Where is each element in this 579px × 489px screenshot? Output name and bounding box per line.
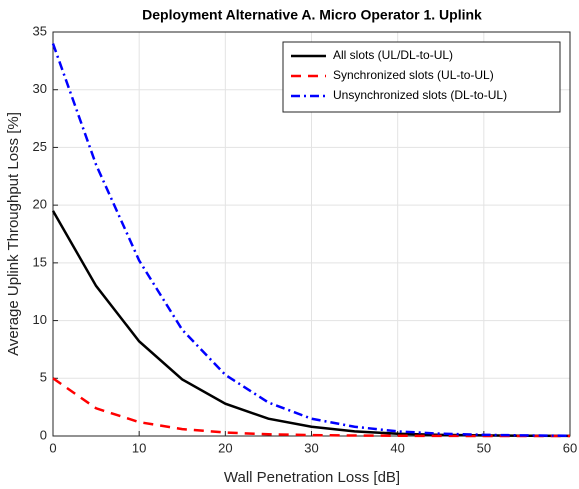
x-tick-label: 0 <box>49 440 56 455</box>
y-tick-label: 20 <box>33 197 47 212</box>
y-tick-label: 0 <box>40 427 47 442</box>
y-tick-label: 15 <box>33 254 47 269</box>
y-tick-label: 5 <box>40 370 47 385</box>
legend-text: Unsynchronized slots (DL-to-UL) <box>333 88 507 102</box>
y-tick-label: 35 <box>33 23 47 38</box>
x-tick-label: 30 <box>304 440 318 455</box>
plot-frame <box>52 31 571 437</box>
x-tick-label: 10 <box>132 440 146 455</box>
legend-text: All slots (UL/DL-to-UL) <box>333 48 453 62</box>
x-tick-label: 60 <box>563 440 577 455</box>
y-tick-label: 30 <box>33 81 47 96</box>
y-axis-label: Average Uplink Throughput Loss [%] <box>5 112 22 356</box>
data-line <box>51 43 571 438</box>
x-axis-label: Wall Penetration Loss [dB] <box>224 469 400 486</box>
x-tick-label: 50 <box>477 440 491 455</box>
y-tick-label: 25 <box>33 139 47 154</box>
x-tick-label: 20 <box>218 440 232 455</box>
legend-text: Synchronized slots (UL-to-UL) <box>333 68 494 82</box>
legend-box <box>282 41 561 113</box>
y-tick-label: 10 <box>33 312 47 327</box>
chart-title: Deployment Alternative A. Micro Operator… <box>142 7 482 23</box>
x-tick-label: 40 <box>390 440 404 455</box>
